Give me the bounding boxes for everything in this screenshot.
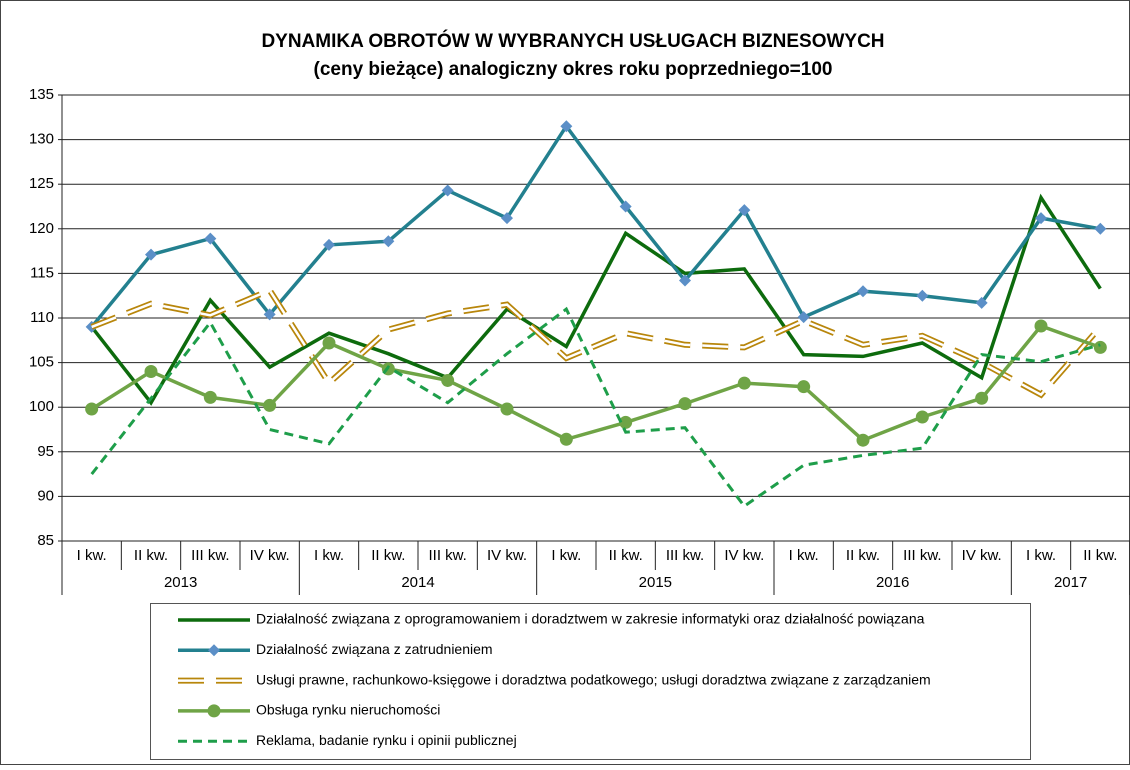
data-point [619, 415, 633, 429]
y-tick-label: 100 [29, 398, 54, 415]
series-line [90, 193, 1102, 406]
legend-marker [207, 704, 221, 718]
year-label: 2015 [639, 574, 672, 591]
y-tick-label: 90 [37, 487, 54, 504]
legend [150, 603, 1031, 760]
legend-label: Reklama, badanie rynku i opinii publiczn… [256, 732, 517, 748]
data-point [679, 274, 691, 287]
data-point [204, 232, 217, 245]
data-point [1093, 340, 1107, 354]
legend-marker [208, 644, 220, 657]
series-line [90, 323, 1101, 443]
series-line [90, 123, 1101, 329]
x-tick-label: III kw. [903, 547, 941, 564]
x-tick-label: I kw. [1026, 547, 1056, 564]
data-point [559, 432, 573, 446]
y-tick-label: 95 [37, 443, 54, 460]
x-tick-label: II kw. [1083, 547, 1117, 564]
x-tick-label: IV kw. [962, 547, 1002, 564]
data-point [263, 308, 276, 321]
data-point [382, 235, 395, 248]
legend-label: Działalność związana z oprogramowaniem i… [256, 611, 925, 627]
x-tick-label: I kw. [789, 547, 819, 564]
data-point [916, 289, 929, 302]
data-point [560, 120, 573, 133]
x-tick-label: II kw. [609, 547, 643, 564]
x-tick-label: IV kw. [724, 547, 764, 564]
y-tick-label: 105 [29, 354, 54, 371]
y-tick-label: 135 [29, 86, 54, 103]
x-tick-label: II kw. [371, 547, 405, 564]
y-tick-label: 120 [29, 220, 54, 237]
x-tick-label: III kw. [191, 547, 229, 564]
year-label: 2013 [164, 574, 197, 591]
chart-subtitle: (ceny bieżące) analogiczny okres roku po… [314, 59, 833, 80]
data-point [85, 402, 99, 416]
data-point [915, 410, 929, 424]
data-point [501, 212, 513, 225]
data-point [975, 391, 989, 405]
x-tick-label: II kw. [134, 547, 168, 564]
data-point [441, 184, 454, 197]
data-point [323, 238, 335, 251]
x-tick-label: I kw. [314, 547, 344, 564]
legend-label: Działalność związana z zatrudnieniem [256, 641, 493, 657]
series-line-inner [91, 288, 1102, 397]
x-tick-label: III kw. [666, 547, 704, 564]
legend-label: Obsługa rynku nieruchomości [256, 702, 440, 718]
year-label: 2017 [1054, 574, 1087, 591]
year-label: 2014 [401, 574, 434, 591]
data-point [145, 248, 157, 261]
x-tick-label: III kw. [428, 547, 466, 564]
data-point [856, 433, 870, 447]
data-point [975, 296, 988, 309]
data-point [1035, 212, 1047, 225]
data-point [1094, 222, 1107, 235]
y-tick-label: 115 [30, 264, 54, 281]
x-tick-label: IV kw. [487, 547, 527, 564]
chart-title: DYNAMIKA OBROTÓW W WYBRANYCH USŁUGACH BI… [261, 30, 884, 52]
data-point [619, 200, 632, 213]
data-point [263, 398, 277, 412]
data-point [500, 402, 514, 416]
data-point [678, 397, 692, 411]
data-point [322, 336, 336, 350]
x-tick-label: I kw. [551, 547, 581, 564]
year-label: 2016 [876, 574, 909, 591]
y-tick-label: 130 [29, 131, 54, 148]
data-point [441, 373, 455, 387]
data-point [203, 390, 217, 404]
y-tick-label: 85 [37, 532, 54, 549]
y-tick-label: 125 [29, 175, 54, 192]
data-point [797, 311, 810, 324]
y-tick-label: 110 [30, 309, 54, 326]
x-tick-label: II kw. [846, 547, 880, 564]
data-point [144, 365, 158, 379]
x-tick-label: I kw. [77, 547, 107, 564]
data-point [737, 376, 751, 390]
data-point [797, 380, 811, 394]
data-point [738, 204, 751, 217]
data-point [1034, 319, 1048, 333]
data-point [857, 285, 869, 298]
x-tick-label: IV kw. [250, 547, 290, 564]
legend-label: Usługi prawne, rachunkowo-księgowe i dor… [256, 671, 931, 687]
